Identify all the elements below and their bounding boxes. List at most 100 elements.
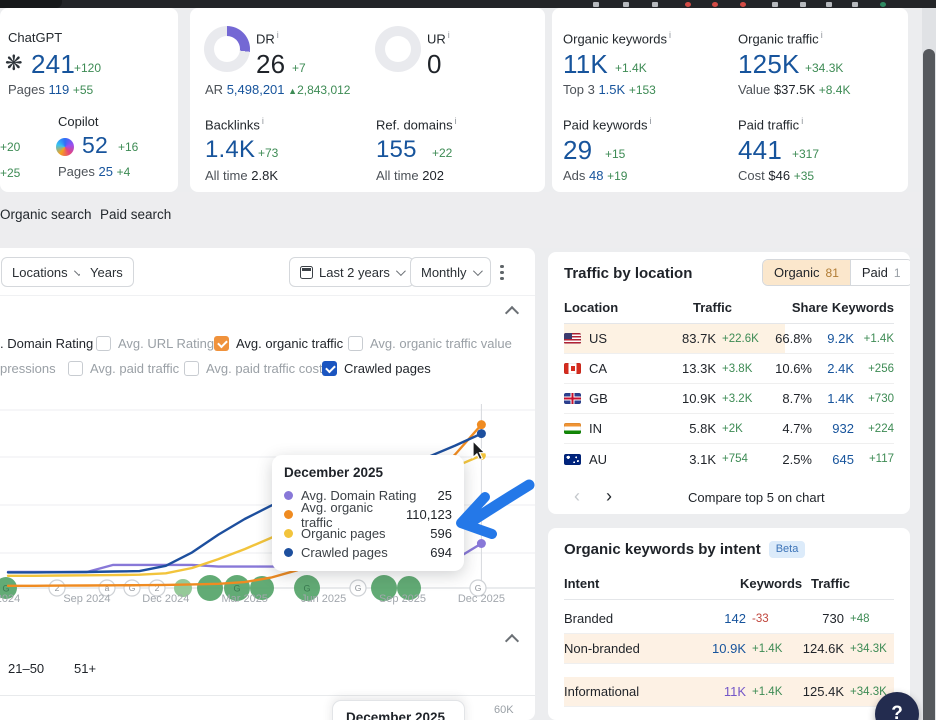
toggle-avg-organic-traffic-value[interactable]: Avg. organic traffic value [348,334,512,352]
bookmark-icon[interactable] [880,2,886,7]
toggle-avg-organic-traffic[interactable]: Avg. organic traffic [214,334,343,352]
checkbox-unchecked[interactable] [348,335,363,351]
location-row-in[interactable]: IN 5.8K +2K 4.7% 932 +224 [564,414,894,444]
keywords-value[interactable]: 2.4K [827,361,854,376]
help-button[interactable]: ? [875,692,919,720]
bookmark-icon[interactable] [852,2,858,7]
intent-row-non-branded[interactable]: Non-branded 10.9K +1.4K 124.6K +34.3K [564,634,894,664]
google-update-marker-icon[interactable] [371,575,397,601]
ar-value[interactable]: 5,498,201 [226,82,285,97]
bookmark-icon[interactable] [593,2,599,7]
pager-next-icon[interactable]: › [606,486,612,506]
google-update-marker-icon[interactable] [197,575,223,601]
bookmark-icon[interactable] [623,2,629,7]
google-update-marker-icon[interactable] [250,576,274,600]
more-options-kebab-icon[interactable] [500,262,504,283]
pages-value[interactable]: 25 [98,164,113,179]
keywords-value[interactable]: 10.9K [712,641,746,656]
keywords-value[interactable]: 142 [724,611,746,626]
info-icon[interactable]: i [447,30,450,40]
toggle-avg-paid-traffic-cost[interactable]: Avg. paid traffic cost [184,359,323,377]
keywords-value[interactable]: 1.4K [827,391,854,406]
toggle-crawled-pages[interactable]: Crawled pages [322,359,431,377]
info-icon[interactable]: i [669,30,672,40]
bookmark-icon[interactable] [826,2,832,7]
google-update-marker-icon[interactable] [123,579,141,597]
collapse-section-chevron-up-icon[interactable] [507,304,518,315]
location-row-ca[interactable]: CA 13.3K +3.8K 10.6% 2.4K +256 [564,354,894,384]
keywords-value[interactable]: 645 [832,451,854,467]
toggle-avg-domain-rating[interactable]: . Domain Rating [0,334,93,352]
checkbox-checked-navy[interactable] [322,360,337,376]
google-update-marker-icon[interactable] [397,576,421,600]
keywords-value[interactable]: 932 [832,421,854,436]
checkbox-unchecked[interactable] [96,335,111,351]
google-update-marker-icon[interactable] [98,579,116,597]
paid-keywords-value[interactable]: 29 [563,135,593,165]
backlinks-value[interactable]: 1.4K [205,136,256,163]
google-update-marker-icon[interactable] [0,577,17,599]
location-code: CA [589,361,608,376]
tab-organic-search[interactable]: Organic search [0,207,92,222]
google-update-marker-icon[interactable] [48,579,66,597]
browser-topbar [0,0,936,8]
collapse-section-chevron-up-icon[interactable] [507,632,518,643]
scrollbar-thumb[interactable] [923,49,935,720]
ar-label: AR [205,82,224,97]
location-row-us[interactable]: US 83.7K +22.6K 66.8% 9.2K +1.4K [564,324,894,354]
compare-top5-link[interactable]: Compare top 5 on chart [688,490,825,505]
google-update-marker-icon[interactable] [469,579,487,597]
browser-tab-icon[interactable] [0,0,62,8]
segment-organic[interactable]: Organic 81 [763,260,850,285]
ads-value[interactable]: 48 [589,168,604,183]
info-icon[interactable]: i [820,30,823,40]
locations-dropdown[interactable]: Locations [1,257,92,287]
page-scrollbar[interactable] [922,8,936,720]
share-value: 4.7% [782,421,812,436]
intent-row-branded[interactable]: Branded 142 -33 730 +48 [564,604,894,634]
pager-prev-icon[interactable]: ‹ [574,486,580,506]
toggle-avg-url-rating[interactable]: Avg. URL Rating [96,334,214,352]
bookmark-icon[interactable] [800,2,806,7]
keywords-value[interactable]: 9.2K [827,331,854,346]
location-row-au[interactable]: AU 3.1K +754 2.5% 645 +117 [564,444,894,474]
pages-delta: +4 [116,165,131,179]
info-icon[interactable]: i [261,116,264,126]
google-update-marker-icon[interactable] [294,575,320,601]
granularity-dropdown[interactable]: Monthly [410,257,491,287]
organic-keywords-value[interactable]: 11K [563,49,608,79]
bookmark-icon[interactable] [652,2,658,7]
keywords-value[interactable]: 11K [723,684,746,699]
tab-paid-search[interactable]: Paid search [100,207,172,222]
bookmark-icon[interactable] [772,2,778,7]
organic-traffic-value[interactable]: 125K [738,49,800,79]
years-button[interactable]: Years [80,257,134,287]
ref-domains-value[interactable]: 155 [376,136,417,163]
bookmark-icon[interactable] [740,2,746,7]
toggle-impressions[interactable]: pressions [0,359,56,377]
checkbox-checked-orange[interactable] [214,335,229,351]
location-row-gb[interactable]: GB 10.9K +3.2K 8.7% 1.4K +730 [564,384,894,414]
checkbox-unchecked[interactable] [184,360,199,376]
pages-value[interactable]: 119 [48,82,70,97]
checkbox-unchecked[interactable] [68,360,83,376]
google-update-marker-icon[interactable] [349,579,367,597]
bookmark-icon[interactable] [685,2,691,7]
paid-traffic-value[interactable]: 441 [738,135,782,165]
intent-row-informational[interactable]: Informational 11K +1.4K 125.4K +34.3K [564,677,894,707]
tooltip-row: Organic pages 596 [284,524,452,543]
google-update-letter: a [105,583,110,593]
toggle-label: . Domain Rating [0,335,94,351]
info-icon[interactable]: i [649,116,652,126]
date-range-dropdown[interactable]: Last 2 years [289,257,414,287]
info-icon[interactable]: i [454,116,457,126]
top3-value[interactable]: 1.5K [598,82,626,97]
info-icon[interactable]: i [801,116,804,126]
toggle-avg-paid-traffic[interactable]: Avg. paid traffic [68,359,179,377]
tooltip-row: Crawled pages 694 [284,543,452,562]
info-icon[interactable]: i [276,30,279,40]
segment-paid[interactable]: Paid 1 [849,260,910,285]
bookmark-icon[interactable] [712,2,718,7]
share-value: 8.7% [782,391,812,406]
